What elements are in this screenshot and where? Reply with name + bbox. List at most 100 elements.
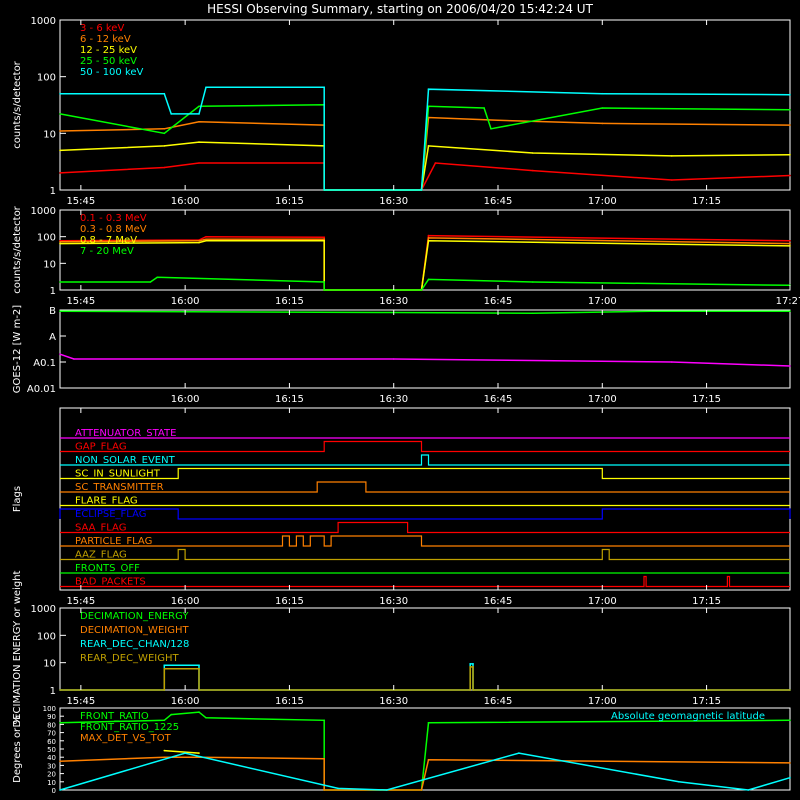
decimation-data-point	[198, 664, 200, 667]
goes-data-point	[392, 358, 395, 360]
flag-label: AAZ_FLAG	[75, 550, 127, 561]
high-energy-data-point	[532, 281, 534, 283]
decimation-data-point	[59, 689, 61, 691]
decimation-ytick-label: 1	[50, 686, 56, 697]
decimation-ytick-label: 10	[43, 659, 56, 670]
goes-xtick-label: 17:15	[692, 394, 721, 405]
high-energy-data-point	[427, 278, 430, 281]
flag-line	[60, 454, 790, 466]
ratios-ytick-label: 10	[47, 779, 56, 787]
low-energy-data-point	[198, 141, 200, 143]
ratios-ytick-label: 30	[47, 762, 56, 770]
goes-frame	[59, 309, 791, 389]
high-energy-series-line	[59, 240, 791, 291]
low-energy-ytick-label: 100	[37, 73, 56, 84]
flag-line	[60, 535, 790, 547]
decimation-data-point	[163, 664, 166, 667]
decimation-ytick-label: 1000	[31, 604, 56, 615]
flag-label: ECLIPSE_FLAG	[75, 509, 146, 520]
low-energy-data-point	[789, 93, 791, 96]
flags-xtick-label: 16:30	[379, 596, 408, 607]
flag-line	[59, 508, 791, 520]
low-energy-legend-entry: 25 - 50 keV	[80, 56, 137, 67]
low-energy-data-point	[490, 128, 492, 130]
decimation-legend-entry: DECIMATION_ENERGY	[80, 611, 189, 622]
flag-label: NON_SOLAR_EVENT	[75, 455, 176, 466]
high-energy-frame	[59, 209, 791, 291]
low-energy-ylabel: counts/s/detector	[12, 60, 23, 148]
decimation-legend-entry: DECIMATION_WEIGHT	[80, 625, 189, 636]
low-energy-data-point	[323, 189, 326, 191]
low-energy-data-point	[205, 86, 207, 89]
low-energy-data-point	[789, 124, 791, 126]
low-energy-xtick-label: 17:15	[692, 196, 721, 207]
decimation-series-line	[60, 666, 790, 691]
ratios-data-point	[386, 789, 388, 791]
decimation-panel: 1 10 100 1000 DECIMATION_ENERGY DECIMATION_WE…	[12, 570, 791, 727]
low-energy-data-point	[198, 162, 200, 164]
ratios-annotation: Absolute geomagnetic latitude	[611, 711, 765, 722]
decimation-xtick-label: 17:15	[692, 696, 721, 707]
ratios-ytick-label: 40	[47, 754, 56, 762]
low-energy-xtick-label: 17:00	[588, 196, 617, 207]
high-energy-xtick-label: 16:45	[484, 296, 513, 307]
goes-xtick-label: 16:15	[275, 394, 304, 405]
flag-line	[60, 467, 790, 480]
ratios-series-line	[59, 752, 791, 791]
flags-xtick-label: 17:15	[692, 596, 721, 607]
low-energy-legend-entry: 50 - 100 keV	[80, 67, 144, 78]
flag-line	[60, 440, 790, 453]
flags-xtick-label: 16:00	[171, 596, 200, 607]
high-energy-xtick-label: 17:27	[776, 296, 800, 307]
flags-ylabel: Flags	[12, 486, 23, 512]
ratios-ytick-label: 100	[43, 705, 56, 713]
high-energy-data-point	[198, 241, 200, 244]
high-energy-ytick-label: 10	[43, 259, 56, 270]
ratios-data-point	[163, 756, 166, 758]
ratios-data-point	[323, 789, 326, 791]
low-energy-data-point	[323, 86, 326, 89]
high-energy-data-point	[323, 281, 326, 283]
low-energy-data-point	[59, 172, 61, 174]
ratios-data-point	[205, 717, 207, 719]
high-energy-data-point	[789, 245, 791, 247]
high-energy-data-point	[427, 237, 430, 239]
ratios-data-point	[198, 752, 200, 754]
low-energy-data-point	[170, 113, 172, 115]
low-energy-data-point	[59, 113, 61, 115]
ratios-series-line	[59, 711, 791, 791]
flags-frame	[59, 407, 791, 591]
flags-xtick-label: 15:45	[66, 596, 95, 607]
high-energy-legend-entry: 0.3 - 0.8 MeV	[80, 224, 147, 235]
ratios-ytick-label: 70	[47, 730, 56, 738]
ratios-data-point	[198, 711, 200, 713]
decimation-data-point	[472, 666, 474, 668]
goes-xtick-label: 17:00	[588, 394, 617, 405]
flag-line	[60, 548, 790, 561]
decimation-xtick-label: 17:00	[588, 696, 617, 707]
low-energy-xtick-label: 15:45	[66, 196, 95, 207]
decimation-xtick-label: 16:00	[171, 696, 200, 707]
ratios-legend-entry: MAX_DET_VS_TOT	[80, 733, 172, 744]
high-energy-legend-entry: 7 - 20 MeV	[80, 246, 134, 257]
decimation-data-point	[469, 663, 472, 665]
flag-label: ATTENUATOR_STATE	[75, 428, 176, 439]
high-energy-ytick-label: 1	[50, 286, 56, 297]
flag-label: FRONTS_OFF	[75, 563, 140, 574]
goes-xtick-label: 16:00	[171, 394, 200, 405]
high-energy-data-point	[323, 289, 326, 291]
ratios-data-point	[184, 752, 186, 754]
goes-xtick-label: 16:30	[379, 394, 408, 405]
low-energy-data-point	[59, 130, 61, 132]
high-energy-data-point	[323, 236, 326, 239]
high-energy-data-point	[789, 240, 791, 242]
high-energy-data-point	[59, 240, 61, 243]
ratios-ytick-label: 60	[47, 738, 56, 746]
ratios-legend-entry: FRONT_RATIO_1225	[80, 722, 179, 733]
goes-ytick-label: A0.1	[33, 358, 56, 369]
decimation-data-point	[163, 689, 166, 691]
ratios-data-point	[59, 722, 61, 724]
low-energy-data-point	[163, 128, 166, 130]
decimation-xtick-label: 16:15	[275, 696, 304, 707]
